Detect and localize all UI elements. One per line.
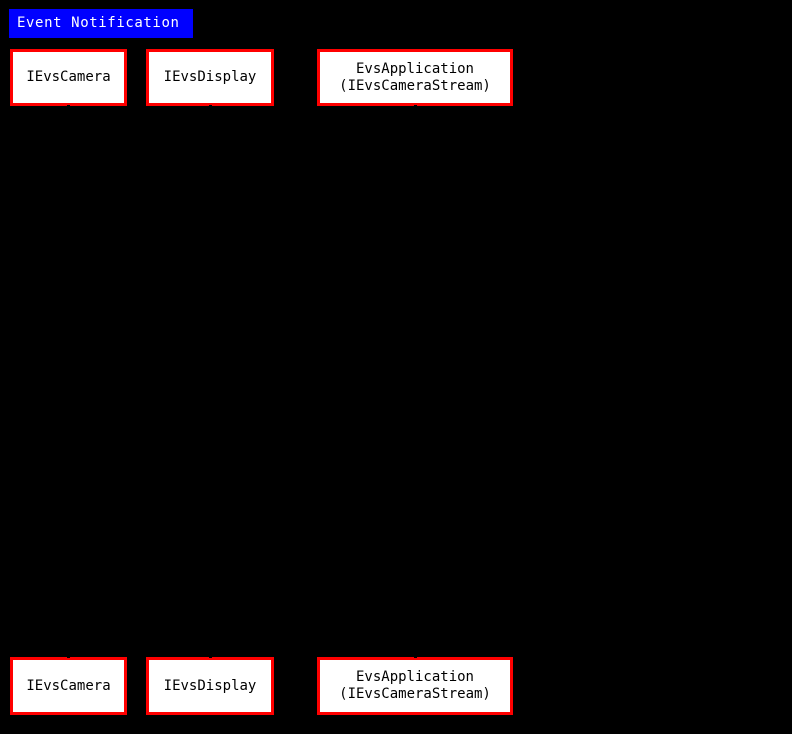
participant-head-ievscamera[interactable]: IEvsCamera: [10, 49, 127, 106]
participant-label: EvsApplication: [355, 669, 474, 685]
lifeline-nub-ievscamera-bottom: [67, 655, 70, 658]
participant-sublabel: (IEvsCameraStream): [339, 686, 491, 702]
participant-foot-evsapplication[interactable]: EvsApplication (IEvsCameraStream): [317, 657, 513, 715]
lifeline-nub-ievsdisplay-bottom: [209, 655, 212, 658]
lifeline-nub-ievscamera-top: [67, 105, 70, 108]
lifeline-ievsdisplay: [210, 106, 211, 657]
participant-foot-ievscamera[interactable]: IEvsCamera: [10, 657, 127, 715]
participant-label: IEvsDisplay: [163, 677, 257, 694]
lifeline-nub-evsapplication-top: [414, 105, 417, 108]
lifeline-nub-evsapplication-bottom: [414, 655, 417, 658]
participant-foot-ievsdisplay[interactable]: IEvsDisplay: [146, 657, 274, 715]
participant-label: EvsApplication: [355, 60, 474, 77]
lifeline-nub-ievsdisplay-top: [209, 105, 212, 108]
frame-label-event-notification: Event Notification: [9, 9, 193, 38]
participant-head-evsapplication[interactable]: EvsApplication (IEvsCameraStream): [317, 49, 513, 106]
participant-head-ievsdisplay[interactable]: IEvsDisplay: [146, 49, 274, 106]
participant-label: IEvsCamera: [26, 69, 111, 85]
participant-label: IEvsCamera: [26, 677, 111, 694]
participant-sublabel: (IEvsCameraStream): [339, 77, 491, 94]
lifeline-evsapplication: [415, 106, 416, 657]
lifeline-ievscamera: [68, 106, 69, 657]
participant-label: IEvsDisplay: [163, 69, 257, 85]
